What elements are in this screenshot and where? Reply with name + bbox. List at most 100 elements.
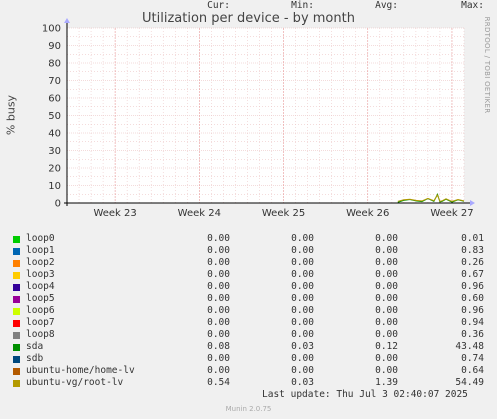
legend-value-avg: 0.00: [375, 281, 398, 292]
y-tick-label: 20: [48, 164, 61, 175]
y-axis-arrow: [64, 18, 70, 23]
legend-value-avg: 0.00: [375, 269, 398, 280]
legend-value-max: 54.49: [455, 377, 484, 388]
legend-series-name: loop5: [26, 293, 55, 304]
legend-row: loop7 0.00 0.00 0.00 0.94: [0, 317, 497, 329]
legend-value-max: 0.94: [461, 317, 484, 328]
series-line: [397, 194, 465, 202]
legend-series-name: ubuntu-vg/root-lv: [26, 377, 124, 388]
legend-value-max: 0.01: [461, 233, 484, 244]
legend-value-avg: 0.00: [375, 305, 398, 316]
legend-value-cur: 0.00: [207, 269, 230, 280]
series-lines: [397, 192, 465, 203]
legend-value-avg: 0.00: [375, 365, 398, 376]
legend-value-max: 0.26: [461, 257, 484, 268]
legend-value-cur: 0.00: [207, 329, 230, 340]
legend-value-cur: 0.00: [207, 365, 230, 376]
legend-value-min: 0.00: [291, 365, 314, 376]
legend-swatch: [13, 332, 20, 339]
legend-row: loop3 0.00 0.00 0.00 0.67: [0, 269, 497, 281]
legend-row: sda 0.08 0.03 0.12 43.48: [0, 341, 497, 353]
legend-value-max: 0.83: [461, 245, 484, 256]
legend-header-cur: Cur:: [207, 0, 230, 11]
y-tick-label: 70: [48, 76, 61, 87]
y-tick-label: 80: [48, 59, 61, 70]
legend-header-min: Min:: [291, 0, 314, 11]
legend-value-min: 0.00: [291, 257, 314, 268]
y-tick-label: 10: [48, 181, 61, 192]
legend-value-min: 0.00: [291, 329, 314, 340]
x-tick-label: Week 27: [430, 208, 473, 219]
legend-value-cur: 0.00: [207, 293, 230, 304]
legend-row: loop0 0.00 0.00 0.00 0.01: [0, 233, 497, 245]
y-tick-label: 60: [48, 94, 61, 105]
legend-value-min: 0.00: [291, 281, 314, 292]
y-tick-label: 40: [48, 129, 61, 140]
legend-row: loop1 0.00 0.00 0.00 0.83: [0, 245, 497, 257]
chart-title: Utilization per device - by month: [142, 11, 355, 26]
legend-value-min: 0.00: [291, 269, 314, 280]
legend-value-min: 0.03: [291, 377, 314, 388]
legend-swatch: [13, 356, 20, 363]
axes: [64, 18, 475, 206]
legend-value-cur: 0.00: [207, 245, 230, 256]
x-tick-label: Week 24: [178, 208, 221, 219]
x-tick-label: Week 23: [93, 208, 136, 219]
legend-value-cur: 0.00: [207, 257, 230, 268]
y-tick-label: 90: [48, 41, 61, 52]
x-tick-label: Week 25: [262, 208, 305, 219]
legend-value-avg: 0.00: [375, 293, 398, 304]
legend-series-name: loop4: [26, 281, 55, 292]
legend-swatch: [13, 236, 20, 243]
legend-header-max: Max:: [461, 0, 484, 11]
legend-value-cur: 0.00: [207, 305, 230, 316]
legend-value-min: 0.00: [291, 233, 314, 244]
legend-swatch: [13, 308, 20, 315]
legend-value-cur: 0.00: [207, 317, 230, 328]
y-tick-labels: 0 10 20 30 40 50 60 70 80 90 100: [42, 24, 61, 210]
legend-value-max: 43.48: [455, 341, 484, 352]
legend-value-cur: 0.00: [207, 281, 230, 292]
legend-value-min: 0.00: [291, 317, 314, 328]
legend-row: sdb 0.00 0.00 0.00 0.74: [0, 353, 497, 365]
legend-value-min: 0.00: [291, 293, 314, 304]
legend-series-name: loop2: [26, 257, 55, 268]
legend-value-max: 0.96: [461, 305, 484, 316]
legend-value-min: 0.00: [291, 245, 314, 256]
legend-value-avg: 0.12: [375, 341, 398, 352]
legend-value-max: 0.67: [461, 269, 484, 280]
legend-swatch: [13, 248, 20, 255]
legend-series-name: loop3: [26, 269, 55, 280]
legend-value-cur: 0.08: [207, 341, 230, 352]
y-tick-label: 50: [48, 111, 61, 122]
legend-swatch: [13, 260, 20, 267]
legend-row: ubuntu-home/home-lv 0.00 0.00 0.00 0.64: [0, 365, 497, 377]
legend-series-name: loop1: [26, 245, 55, 256]
x-axis-arrow: [470, 200, 475, 206]
legend-value-max: 0.36: [461, 329, 484, 340]
legend-value-avg: 0.00: [375, 245, 398, 256]
legend-swatch: [13, 344, 20, 351]
last-update-text: Last update: Thu Jul 3 02:40:07 2025: [262, 389, 468, 400]
legend-swatch: [13, 272, 20, 279]
legend-series-name: loop0: [26, 233, 55, 244]
legend-series-name: loop7: [26, 317, 55, 328]
legend-swatch: [13, 296, 20, 303]
legend-series-name: sda: [26, 341, 44, 352]
legend-series-name: loop8: [26, 329, 55, 340]
legend-value-avg: 0.00: [375, 257, 398, 268]
legend-swatch: [13, 380, 20, 387]
legend-value-min: 0.00: [291, 305, 314, 316]
legend-value-avg: 0.00: [375, 353, 398, 364]
munin-version-footer: Munin 2.0.75: [225, 405, 272, 413]
legend-swatch: [13, 368, 20, 375]
legend-row: loop5 0.00 0.00 0.00 0.60: [0, 293, 497, 305]
y-tick-label: 0: [55, 199, 61, 210]
legend-series-name: ubuntu-home/home-lv: [26, 365, 135, 376]
legend-series-name: loop6: [26, 305, 55, 316]
grid-lines: [66, 27, 465, 203]
x-tick-label: Week 26: [346, 208, 389, 219]
legend-header-avg: Avg:: [375, 0, 398, 11]
